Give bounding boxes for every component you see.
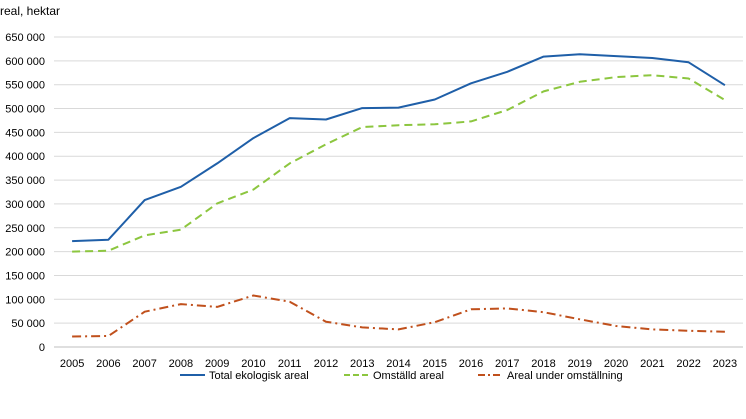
- series-line-3: [72, 294, 725, 338]
- legend-label: Omställd areal: [373, 370, 444, 382]
- y-tick-label: 500 000: [5, 104, 45, 116]
- series-line-2: [72, 74, 726, 253]
- y-axis-label: real, hektar: [0, 4, 60, 18]
- y-tick-label: 450 000: [5, 127, 45, 139]
- x-tick-label: 2009: [205, 358, 229, 370]
- x-tick-label: 2018: [531, 358, 555, 370]
- legend-label: Areal under omställning: [507, 370, 623, 382]
- y-tick-label: 50 000: [11, 318, 45, 330]
- y-tick-label: 250 000: [5, 223, 45, 235]
- gridlines: [54, 36, 743, 348]
- x-tick-label: 2005: [60, 358, 84, 370]
- x-tick-label: 2010: [241, 358, 265, 370]
- x-tick-label: 2016: [459, 358, 483, 370]
- x-tick-label: 2014: [386, 358, 410, 370]
- x-tick-label: 2023: [713, 358, 737, 370]
- y-tick-label: 600 000: [5, 56, 45, 68]
- x-tick-label: 2006: [96, 358, 120, 370]
- x-tick-label: 2019: [568, 358, 592, 370]
- x-tick-label: 2022: [676, 358, 700, 370]
- y-tick-label: 300 000: [5, 199, 45, 211]
- x-tick-label: 2020: [604, 358, 628, 370]
- y-tick-label: 100 000: [5, 294, 45, 306]
- y-tick-label: 400 000: [5, 151, 45, 163]
- legend: Total ekologisk areal Omställd areal Areal…: [180, 370, 623, 382]
- y-tick-label: 200 000: [5, 247, 45, 259]
- y-tick-label: 350 000: [5, 175, 45, 187]
- y-tick-label: 650 000: [5, 32, 45, 44]
- x-tick-label: 2017: [495, 358, 519, 370]
- x-tick-label: 2013: [350, 358, 374, 370]
- x-tick-label: 2015: [423, 358, 447, 370]
- series-lines: [72, 53, 726, 338]
- x-tick-label: 2008: [169, 358, 193, 370]
- y-tick-label: 150 000: [5, 270, 45, 282]
- x-tick-label: 2021: [640, 358, 664, 370]
- series-line-1: [72, 53, 726, 243]
- y-tick-labels: 0 50 000 100 000 150 000 200 000 250 000 300 0…: [5, 32, 45, 354]
- x-tick-label: 2012: [314, 358, 338, 370]
- x-tick-label: 2011: [278, 358, 302, 370]
- y-tick-label: 0: [39, 342, 45, 354]
- x-tick-label: 2007: [132, 358, 156, 370]
- legend-label: Total ekologisk areal: [209, 370, 309, 382]
- y-tick-label: 550 000: [5, 80, 45, 92]
- x-tick-labels: 2005 2006 2007 2008 2009 2010 2011 2012 2013 2014…: [60, 358, 737, 370]
